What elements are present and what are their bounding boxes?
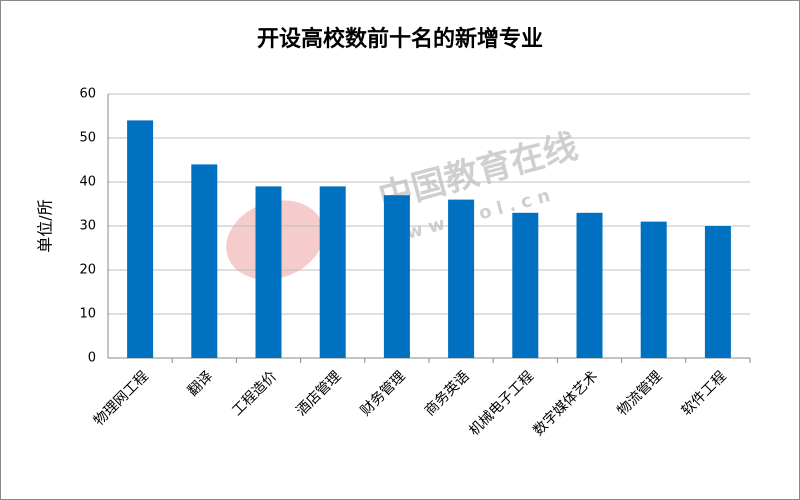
bar bbox=[191, 164, 218, 358]
y-tick-label: 40 bbox=[79, 175, 96, 190]
bar bbox=[448, 199, 475, 358]
y-tick-label: 60 bbox=[79, 87, 96, 102]
y-tick-label: 30 bbox=[79, 219, 96, 234]
bar bbox=[576, 212, 603, 358]
bar bbox=[383, 195, 410, 358]
y-tick-label: 0 bbox=[88, 351, 96, 366]
bar bbox=[512, 212, 539, 358]
y-tick-label: 50 bbox=[79, 131, 96, 146]
y-tick-label: 20 bbox=[79, 263, 96, 278]
y-axis-label: 单位/所 bbox=[36, 199, 55, 252]
bar bbox=[127, 120, 154, 359]
bar bbox=[255, 186, 282, 358]
bar bbox=[640, 221, 667, 358]
chart-title: 开设高校数前十名的新增专业 bbox=[257, 26, 543, 52]
y-tick-label: 10 bbox=[79, 307, 96, 322]
bar bbox=[319, 186, 346, 358]
bar bbox=[704, 226, 731, 358]
